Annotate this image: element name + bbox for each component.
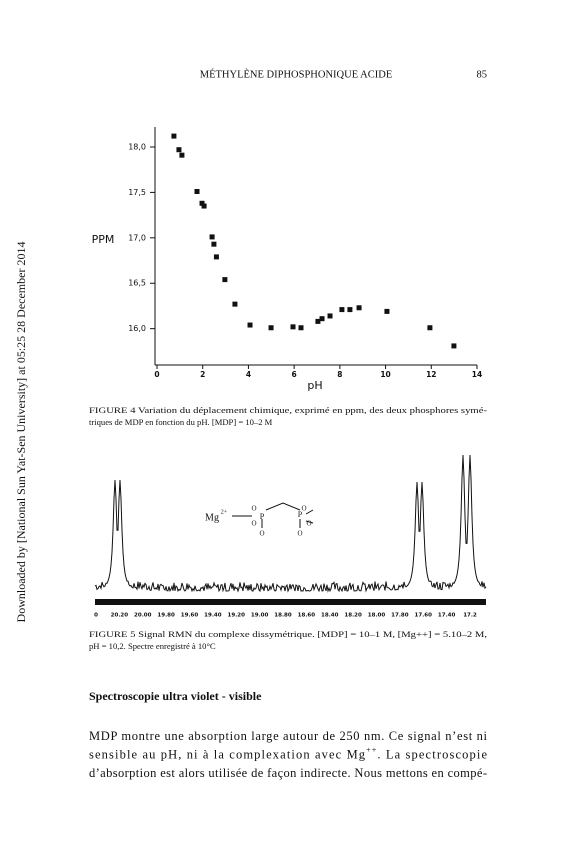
figure-caption: FIGURE 5 Signal RMN du complexe dissymét… xyxy=(89,629,487,639)
data-point xyxy=(194,188,200,194)
molecule-label: P xyxy=(260,512,265,521)
data-point xyxy=(201,203,207,209)
molecule-label: Mg xyxy=(205,512,219,523)
spectrum-axis-label: 17.40 xyxy=(438,613,456,619)
data-point xyxy=(451,343,457,349)
molecule-label: O xyxy=(297,530,302,538)
spectrum-axis xyxy=(95,599,486,605)
spectrum-axis-label: 18.00 xyxy=(368,613,386,619)
y-tick-label: 16,5 xyxy=(128,279,146,288)
data-point xyxy=(199,200,205,206)
x-tick-label: 0 xyxy=(154,370,159,379)
molecule-label: O xyxy=(251,505,256,513)
spectrum-axis-label: 19.80 xyxy=(157,613,175,619)
data-point xyxy=(232,301,238,307)
data-point xyxy=(339,307,345,313)
body-text: MDP montre une absorption large autour d… xyxy=(89,729,488,743)
spectrum-axis-label: 17.60 xyxy=(415,613,433,619)
molecule-label: O xyxy=(301,505,306,513)
x-tick-label: 12 xyxy=(426,370,436,379)
spectrum-axis-label: 19.60 xyxy=(181,613,199,619)
spectrum-axis-label: 19.00 xyxy=(251,613,269,619)
data-point xyxy=(384,308,390,314)
section-title: Spectroscopie ultra violet - visible xyxy=(89,689,262,703)
data-point xyxy=(327,313,333,319)
y-tick-label: 16,0 xyxy=(128,324,146,333)
figure-caption: triques de MDP en fonction du pH. [MDP] … xyxy=(89,417,273,427)
download-note: Downloaded by [National Sun Yat-Sen Univ… xyxy=(14,242,28,623)
spectrum-axis-label: 18.60 xyxy=(298,613,316,619)
figure-caption: pH = 10,2. Spectre enregistré à 10°C xyxy=(89,641,216,651)
page-number: 85 xyxy=(477,69,488,80)
data-point xyxy=(222,277,228,283)
x-tick-label: 6 xyxy=(292,370,297,379)
y-tick-label: 18,0 xyxy=(128,142,146,151)
body-line: sensible au pH, ni à la complexation ave… xyxy=(89,745,487,761)
spectrum-axis-label: 17.80 xyxy=(391,613,409,619)
data-point xyxy=(211,241,217,247)
data-point xyxy=(347,307,353,313)
data-point xyxy=(176,147,182,153)
x-tick-label: 2 xyxy=(200,370,205,379)
molecule-label: O xyxy=(251,520,256,528)
spectrum-trace xyxy=(94,454,487,593)
figure-caption: FIGURE 4 Variation du déplacement chimiq… xyxy=(89,405,487,415)
y-tick-label: 17,0 xyxy=(128,233,146,242)
y-tick-label: 17,5 xyxy=(128,188,146,197)
body-text: ++ xyxy=(366,745,377,754)
data-point xyxy=(247,322,253,328)
data-point xyxy=(298,325,304,331)
spectrum-axis-label: 18.40 xyxy=(321,613,339,619)
data-point xyxy=(209,234,215,240)
data-point xyxy=(319,316,325,322)
data-point xyxy=(290,324,296,330)
data-point xyxy=(268,325,274,331)
data-point xyxy=(356,305,362,311)
spectrum-axis-label: 19.20 xyxy=(228,613,246,619)
data-point xyxy=(171,133,177,139)
x-tick-label: 14 xyxy=(472,370,482,379)
running-title: MÉTHYLÈNE DIPHOSPHONIQUE ACIDE xyxy=(200,68,393,80)
body-line: MDP montre une absorption large autour d… xyxy=(89,729,488,743)
molecule-label: P xyxy=(298,510,303,519)
spectrum-axis-label: 18.20 xyxy=(344,613,362,619)
spectrum-axis-label: 0 xyxy=(94,613,98,619)
spectrum-axis-label: 20.00 xyxy=(134,613,152,619)
x-tick-label: 8 xyxy=(337,370,342,379)
body-text: . La spectroscopie xyxy=(377,747,487,761)
data-point xyxy=(427,325,433,331)
body-line: d’absorption est alors utilisée de façon… xyxy=(89,766,487,780)
spectrum-axis-label: 17.2 xyxy=(463,613,477,619)
x-tick-label: 10 xyxy=(380,370,390,379)
x-axis-label: pH xyxy=(307,379,322,392)
spectrum-axis-label: 18.80 xyxy=(274,613,292,619)
body-text: d’absorption est alors utilisée de façon… xyxy=(89,766,487,780)
spectrum-axis-label: 20.20 xyxy=(111,613,129,619)
data-point xyxy=(315,318,321,324)
x-tick-label: 4 xyxy=(246,370,251,379)
spectrum-axis-label: 19.40 xyxy=(204,613,222,619)
data-point xyxy=(213,254,219,260)
molecule-label: 2+ xyxy=(221,509,228,515)
molecule-bonds xyxy=(232,502,314,528)
molecule-label: O xyxy=(306,520,311,528)
y-axis-label: PPM xyxy=(92,233,115,246)
molecule-label: O xyxy=(259,530,264,538)
body-text: sensible au pH, ni à la complexation ave… xyxy=(89,747,366,761)
data-point xyxy=(179,152,185,158)
